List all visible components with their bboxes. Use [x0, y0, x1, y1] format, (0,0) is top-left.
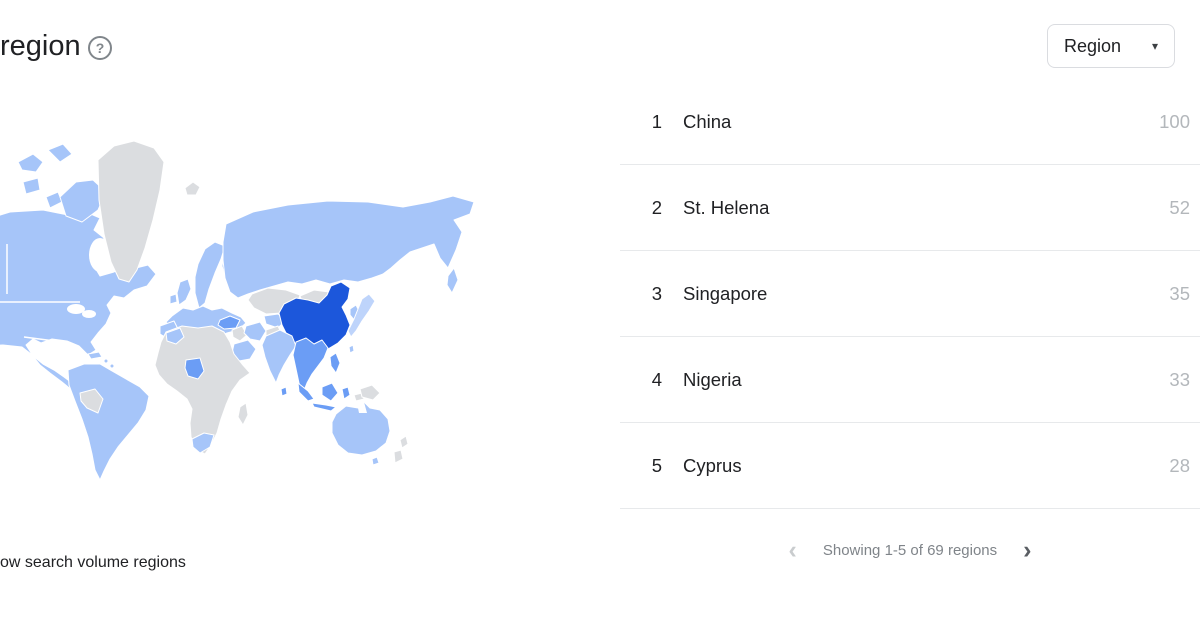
map-region-iran[interactable] [243, 321, 267, 342]
region-value: 33 [1169, 368, 1190, 390]
map-region-iraq-syria[interactable] [231, 325, 248, 342]
map-region-borneo[interactable] [321, 382, 339, 402]
pagination: ‹ Showing 1-5 of 69 regions › [620, 531, 1200, 569]
chevron-left-icon[interactable]: ‹ [788, 535, 797, 564]
region-name: China [683, 110, 732, 132]
table-row: 4 Nigeria 33 [620, 337, 1200, 423]
hudson-bay-water [89, 238, 111, 272]
region-value: 52 [1169, 196, 1190, 218]
map-region-peru-bolivia[interactable] [79, 388, 104, 414]
map-region-united-kingdom[interactable] [176, 278, 192, 306]
rank-number: 3 [651, 282, 662, 304]
region-ranking-list: 1 China 100 2 St. Helena 52 3 Singapore … [620, 79, 1200, 509]
map-region-scandinavia[interactable] [194, 241, 226, 309]
map-region-sri-lanka[interactable] [280, 386, 288, 397]
rank-number: 5 [651, 454, 662, 476]
map-region-ireland[interactable] [169, 293, 178, 305]
map-region-morocco[interactable] [165, 327, 185, 345]
map-region-new-guinea[interactable] [359, 384, 381, 401]
map-region-south-africa[interactable] [191, 432, 215, 454]
table-row: 5 Cyprus 28 [620, 423, 1200, 509]
map-region-tasmania[interactable] [371, 456, 380, 466]
map-region-japan[interactable] [347, 293, 376, 338]
region-dropdown-label: Region [1064, 35, 1122, 56]
map-region-new-zealand[interactable] [399, 435, 409, 449]
map-region-caribbean[interactable] [103, 358, 109, 364]
region-value: 100 [1159, 110, 1190, 132]
region-name: Singapore [683, 282, 768, 304]
include-low-volume-label[interactable]: ow search volume regions [0, 554, 186, 571]
page-title: region [0, 30, 81, 62]
map-region-africa[interactable] [154, 325, 251, 455]
map-region-taiwan[interactable] [348, 344, 355, 354]
map-region-sakhalin[interactable] [446, 267, 459, 294]
region-name: Cyprus [683, 454, 742, 476]
rank-number: 1 [651, 110, 662, 132]
world-choropleth-map[interactable] [0, 96, 520, 491]
map-region-russia[interactable] [222, 195, 475, 299]
region-value: 35 [1169, 282, 1190, 304]
map-region-cuba[interactable] [87, 351, 103, 360]
map-region-greenland[interactable] [97, 140, 165, 283]
map-region-arctic-islands[interactable] [17, 153, 44, 173]
great-lakes-water [67, 304, 85, 314]
pagination-status: Showing 1-5 of 69 regions [822, 541, 998, 559]
us-mexico-border [23, 336, 71, 344]
map-region-iceland[interactable] [184, 181, 201, 196]
gulf-of-carpentaria-water [358, 402, 367, 413]
region-value: 28 [1169, 454, 1190, 476]
caret-down-icon: ▾ [1151, 39, 1158, 53]
help-circle-icon[interactable]: ? [88, 36, 112, 60]
chevron-right-icon[interactable]: › [1023, 535, 1032, 564]
map-region-caribbean[interactable] [109, 363, 115, 369]
rank-number: 4 [651, 368, 662, 390]
map-region-new-zealand[interactable] [393, 449, 404, 464]
map-region-india[interactable] [261, 329, 297, 384]
question-mark-glyph: ? [95, 40, 105, 56]
rank-number: 2 [651, 196, 662, 218]
map-region-madagascar[interactable] [237, 402, 249, 426]
map-region-sumatra[interactable] [297, 382, 315, 402]
map-region-arctic-islands[interactable] [47, 143, 73, 163]
map-region-nigeria[interactable] [184, 357, 205, 380]
map-region-philippines[interactable] [329, 352, 341, 374]
map-region-arctic-islands[interactable] [22, 177, 41, 195]
map-region-south-america[interactable] [67, 363, 150, 481]
table-row: 2 St. Helena 52 [620, 165, 1200, 251]
region-name: Nigeria [683, 368, 742, 390]
region-name: St. Helena [683, 196, 770, 218]
map-region-java[interactable] [311, 402, 337, 412]
table-row: 1 China 100 [620, 79, 1200, 165]
table-row: 3 Singapore 35 [620, 251, 1200, 337]
region-metric-dropdown[interactable]: Region ▾ [1047, 24, 1175, 68]
map-region-arctic-islands[interactable] [45, 191, 63, 209]
map-region-sulawesi[interactable] [341, 386, 351, 400]
map-region-southeast-asia[interactable] [292, 337, 329, 394]
great-lakes-water [82, 310, 96, 318]
